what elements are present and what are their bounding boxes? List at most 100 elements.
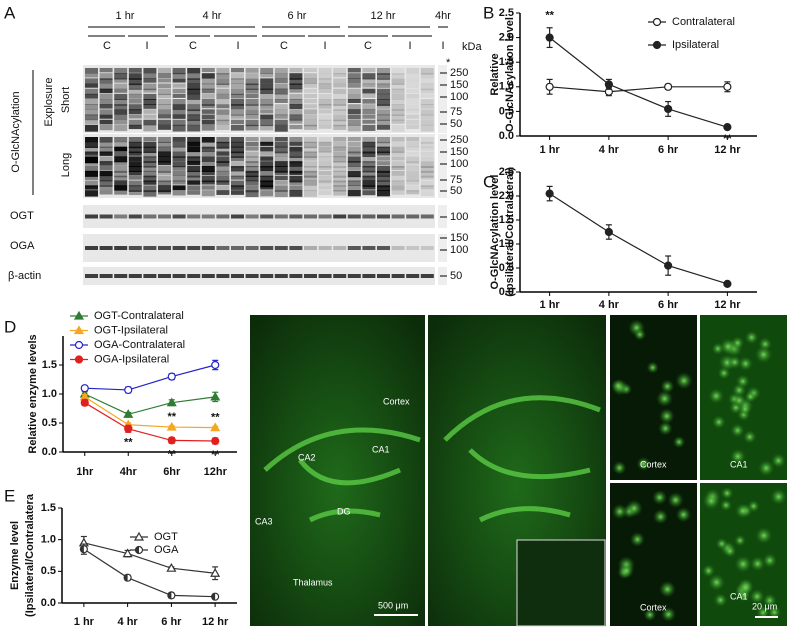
annotation: ** (124, 437, 133, 449)
point (124, 424, 133, 433)
band (187, 214, 201, 219)
band (85, 119, 98, 125)
band (406, 190, 420, 195)
band (85, 83, 98, 88)
band (420, 78, 434, 85)
region-label: Thalamus (293, 577, 333, 587)
band (143, 190, 157, 197)
band (158, 274, 171, 278)
band (347, 156, 361, 163)
band (333, 78, 347, 84)
annotation: ** (545, 10, 554, 22)
band (391, 156, 405, 161)
band (99, 119, 113, 125)
x-tick-label: 12 hr (202, 616, 229, 628)
band (143, 180, 157, 185)
band (85, 141, 98, 149)
band (260, 170, 274, 178)
y-tick-label: 1.0 (499, 81, 514, 93)
hippocampus (263, 427, 421, 523)
band (391, 190, 405, 195)
band (289, 156, 303, 164)
region-label: Cortex (640, 602, 667, 612)
band (216, 190, 230, 195)
band (420, 185, 434, 190)
band (143, 73, 157, 79)
band (187, 88, 201, 95)
band (391, 78, 405, 85)
band (347, 166, 361, 171)
band (274, 109, 288, 116)
band (158, 104, 171, 110)
band (99, 146, 113, 153)
x-tick-label: 4 hr (599, 144, 620, 156)
band (201, 73, 215, 79)
band (85, 185, 98, 190)
band (216, 156, 230, 163)
band (304, 73, 317, 79)
band (333, 93, 347, 101)
band (420, 214, 434, 219)
band (216, 175, 230, 183)
band (289, 68, 303, 73)
band (406, 73, 420, 79)
cell (755, 526, 773, 545)
band (362, 170, 376, 178)
band (216, 161, 230, 167)
band (289, 161, 303, 167)
band (420, 180, 434, 187)
band (201, 109, 215, 114)
band (216, 68, 230, 75)
marker-label: 100 (450, 91, 468, 103)
band (260, 73, 274, 78)
band (231, 109, 244, 116)
band (406, 175, 420, 182)
marker-label: 150 (450, 232, 468, 244)
cell (675, 506, 692, 523)
group-label: I (441, 40, 444, 52)
band (304, 170, 317, 178)
band (158, 175, 171, 183)
band (318, 161, 332, 168)
band (406, 274, 420, 278)
band (99, 161, 113, 166)
band (158, 246, 171, 250)
x-tick-label: 12hr (204, 466, 228, 478)
band (201, 214, 215, 219)
cell (625, 499, 643, 518)
band (187, 170, 201, 178)
band (274, 93, 288, 100)
band (274, 88, 288, 95)
band (201, 83, 215, 90)
band (304, 99, 317, 104)
band (347, 114, 361, 120)
band (99, 114, 113, 119)
band (274, 99, 288, 104)
legend-label: OGA (154, 544, 179, 556)
point (123, 409, 134, 418)
band (274, 274, 288, 278)
band (99, 99, 113, 105)
band (128, 99, 142, 104)
band (114, 246, 128, 250)
band (99, 274, 113, 278)
panel-label: C (483, 172, 495, 191)
band (85, 99, 98, 105)
band (406, 109, 420, 114)
band (231, 274, 244, 278)
band (347, 104, 361, 111)
band (172, 137, 186, 142)
band (318, 119, 332, 125)
band (391, 214, 405, 219)
band (304, 166, 317, 173)
band (216, 73, 230, 79)
band (406, 246, 420, 250)
cell (715, 537, 728, 550)
band (260, 246, 274, 250)
band (274, 156, 288, 162)
band (406, 146, 420, 151)
marker-label: 75 (450, 174, 462, 186)
band (391, 73, 405, 79)
band (377, 185, 390, 191)
group-label: C (103, 40, 111, 52)
